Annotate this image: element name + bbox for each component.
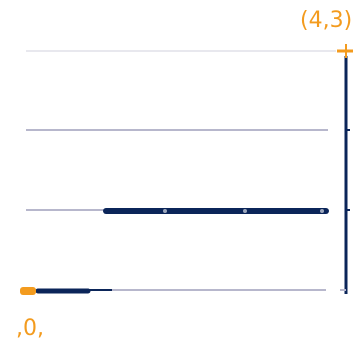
start-coordinate-label: ,0, [16,316,44,341]
node-dot [320,209,324,213]
node-dot [243,209,247,213]
node-dot [163,209,167,213]
end-coordinate-label: (4,3) [300,8,353,33]
start-marker [20,287,36,295]
